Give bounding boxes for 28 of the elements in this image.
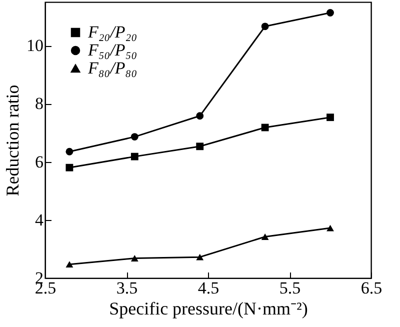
x-tick-label: 6.5 <box>360 278 382 298</box>
point <box>66 148 74 156</box>
x-tick-label: 3.5 <box>116 278 138 298</box>
point <box>196 142 204 150</box>
x-tick-label: 4.5 <box>198 278 220 298</box>
point <box>196 254 204 260</box>
point <box>326 224 334 232</box>
point <box>261 234 269 240</box>
point <box>261 124 269 132</box>
x-axis-title: Specific pressure/(N·mm⁻²) <box>109 298 308 318</box>
point <box>326 9 334 16</box>
legend-label: F₅₀/P₅₀ <box>87 40 138 60</box>
y-axis-title: Reduction ratio <box>2 84 22 196</box>
legend-label: F₈₀/P₈₀ <box>87 58 138 78</box>
y-tick-label: 4 <box>35 210 44 230</box>
legend-label: F₂₀/P₂₀ <box>87 22 138 42</box>
point <box>66 164 74 172</box>
y-tick-label: 6 <box>35 152 44 172</box>
point <box>261 22 269 30</box>
point <box>130 152 138 160</box>
y-tick-label: 10 <box>26 36 44 56</box>
point <box>130 133 138 141</box>
point <box>130 255 138 262</box>
y-tick-label: 8 <box>35 94 44 114</box>
x-tick-label: 5.5 <box>279 278 301 298</box>
point <box>326 114 334 122</box>
point <box>66 261 74 268</box>
point <box>196 112 204 120</box>
